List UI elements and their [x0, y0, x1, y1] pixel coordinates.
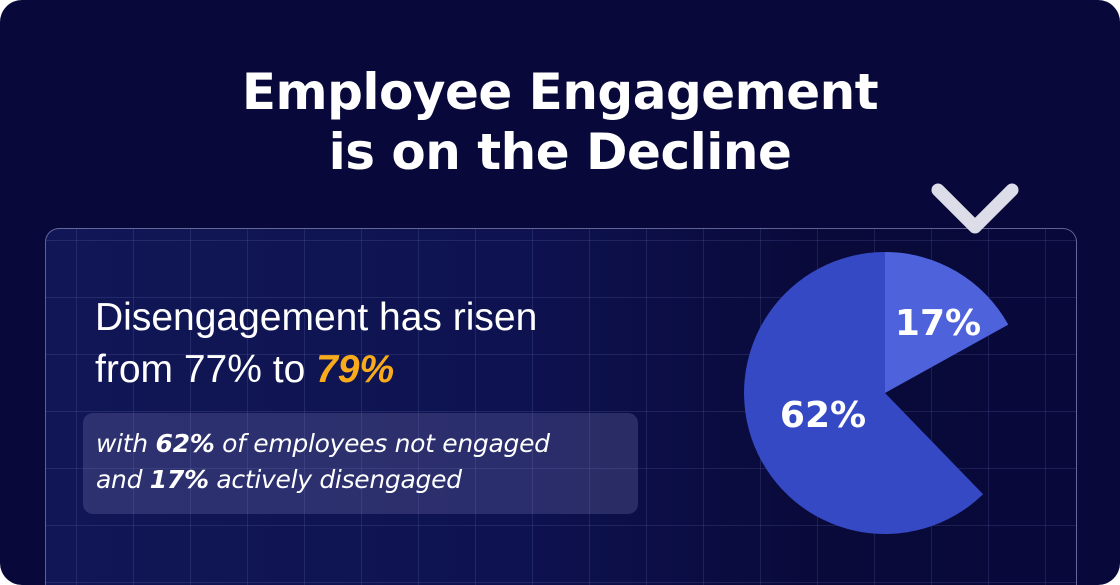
- slice-not-engaged: [744, 252, 984, 534]
- subtext: with 62% of employees not engaged and 17…: [96, 426, 550, 498]
- subtext-part: actively disengaged: [208, 465, 462, 494]
- subtext-line-2: and 17% actively disengaged: [96, 462, 550, 498]
- subtext-line-1: with 62% of employees not engaged: [96, 426, 550, 462]
- page-title: Employee Engagement is on the Decline: [0, 62, 1120, 182]
- subtext-bold-62: 62%: [155, 429, 215, 458]
- title-line-2: is on the Decline: [328, 123, 792, 181]
- subtext-bold-17: 17%: [149, 465, 209, 494]
- down-arrow-icon: [931, 95, 1019, 234]
- highlight-value: 79%: [316, 348, 395, 391]
- headline-prefix: from 77% to: [95, 348, 317, 391]
- headline-line-1: Disengagement has risen: [95, 296, 538, 339]
- title-line-1: Employee Engagement: [241, 63, 879, 121]
- slice-label-62: 62%: [780, 395, 866, 436]
- headline-line-2: from 77% to 79%: [95, 344, 537, 396]
- slice-label-17: 17%: [895, 303, 981, 344]
- subtext-part: of employees not engaged: [214, 429, 550, 458]
- subtext-part: with: [96, 429, 156, 458]
- subtext-box: [83, 413, 638, 514]
- subtext-part: and: [96, 465, 150, 494]
- headline: Disengagement has risen from 77% to 79%: [95, 292, 537, 396]
- pie-chart: 17% 62%: [744, 252, 1009, 534]
- slice-actively-disengaged: [885, 252, 1009, 393]
